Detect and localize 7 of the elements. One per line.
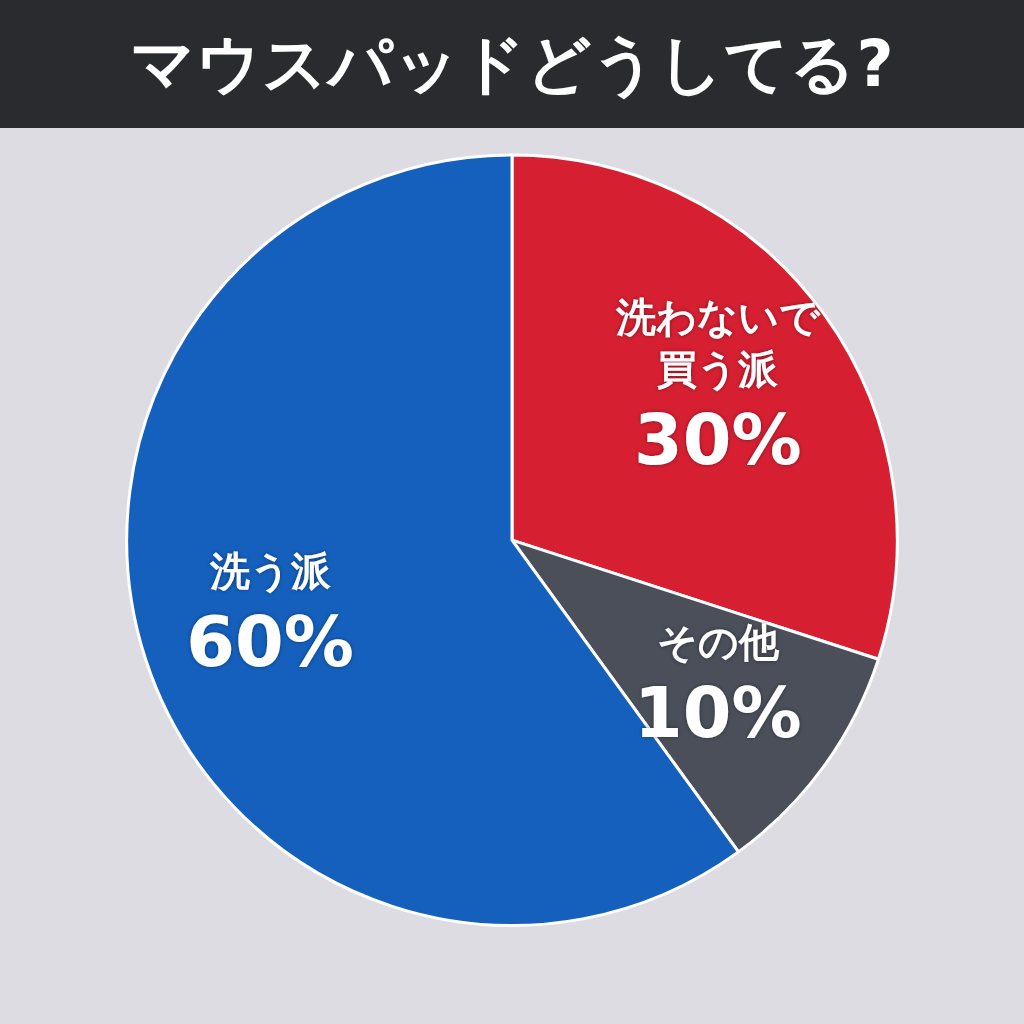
slice-label: その他 [656, 619, 780, 666]
slice-label: 洗わないで買う派 [614, 294, 821, 393]
data-label: 10% [633, 672, 802, 755]
slice-label: 洗う派 [208, 548, 332, 595]
chart-title: マウスパッドどうしてる? [0, 0, 1024, 128]
data-label: 60% [186, 601, 354, 684]
data-label: 30% [633, 399, 802, 482]
